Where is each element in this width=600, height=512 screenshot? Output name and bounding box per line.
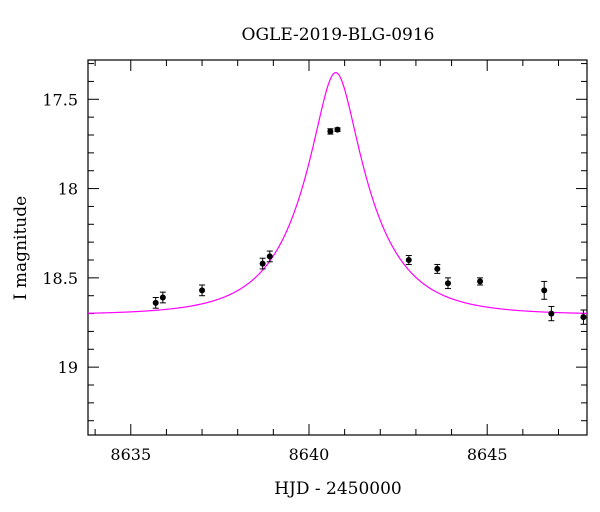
x-tick-label: 8640	[289, 445, 330, 464]
y-tick-label: 18	[58, 180, 78, 199]
data-point	[327, 128, 334, 135]
data-point	[266, 253, 273, 260]
data-point	[444, 280, 451, 287]
data-point	[199, 287, 206, 294]
y-tick-label: 18.5	[42, 269, 78, 288]
data-point	[405, 257, 412, 263]
x-tick-label: 8645	[467, 445, 508, 464]
model-curve	[88, 72, 587, 314]
data-point	[434, 265, 441, 272]
chart-title: OGLE-2019-BLG-0916	[242, 25, 435, 45]
data-point	[548, 310, 555, 317]
data-point	[334, 126, 341, 133]
data-point	[541, 287, 548, 294]
plot-area: 8635 8640 8645 17.5 18 18.5 19	[42, 59, 588, 464]
data-point	[152, 299, 159, 306]
data-point	[259, 260, 266, 267]
x-axis-label: HJD - 2450000	[274, 479, 402, 499]
y-axis-label: I magnitude	[11, 196, 31, 300]
y-tick-label: 17.5	[42, 90, 78, 109]
x-tick-label: 8635	[110, 445, 151, 464]
y-tick-label: 19	[58, 358, 78, 377]
data-point	[580, 314, 587, 321]
plot-frame	[87, 59, 588, 436]
data-point	[477, 278, 484, 285]
data-point	[159, 294, 166, 301]
